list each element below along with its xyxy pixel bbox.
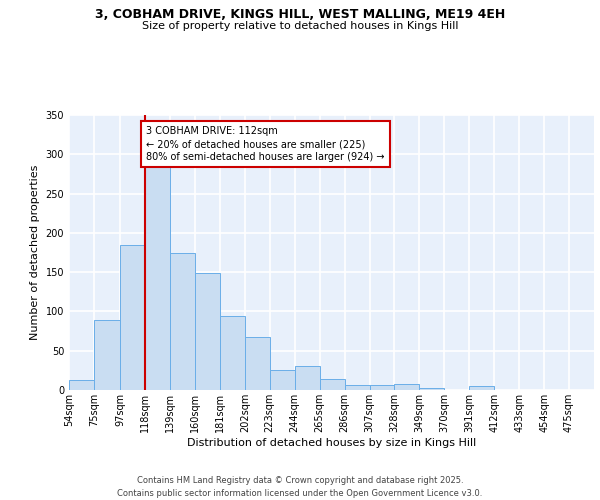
Bar <box>394 384 419 390</box>
Bar <box>69 380 94 390</box>
Bar <box>245 336 270 390</box>
Text: Size of property relative to detached houses in Kings Hill: Size of property relative to detached ho… <box>142 21 458 31</box>
Bar <box>419 388 445 390</box>
Bar <box>370 384 394 390</box>
Bar <box>94 320 120 390</box>
Bar <box>295 366 320 390</box>
X-axis label: Distribution of detached houses by size in Kings Hill: Distribution of detached houses by size … <box>187 438 476 448</box>
Text: Contains HM Land Registry data © Crown copyright and database right 2025.
Contai: Contains HM Land Registry data © Crown c… <box>118 476 482 498</box>
Bar <box>344 386 370 390</box>
Bar <box>220 316 245 390</box>
Text: 3, COBHAM DRIVE, KINGS HILL, WEST MALLING, ME19 4EH: 3, COBHAM DRIVE, KINGS HILL, WEST MALLIN… <box>95 8 505 20</box>
Bar <box>145 162 170 390</box>
Bar <box>170 252 195 390</box>
Y-axis label: Number of detached properties: Number of detached properties <box>30 165 40 340</box>
Bar <box>320 379 344 390</box>
Text: 3 COBHAM DRIVE: 112sqm
← 20% of detached houses are smaller (225)
80% of semi-de: 3 COBHAM DRIVE: 112sqm ← 20% of detached… <box>146 126 385 162</box>
Bar <box>120 244 145 390</box>
Bar <box>469 386 494 390</box>
Bar <box>270 370 295 390</box>
Bar <box>195 273 220 390</box>
